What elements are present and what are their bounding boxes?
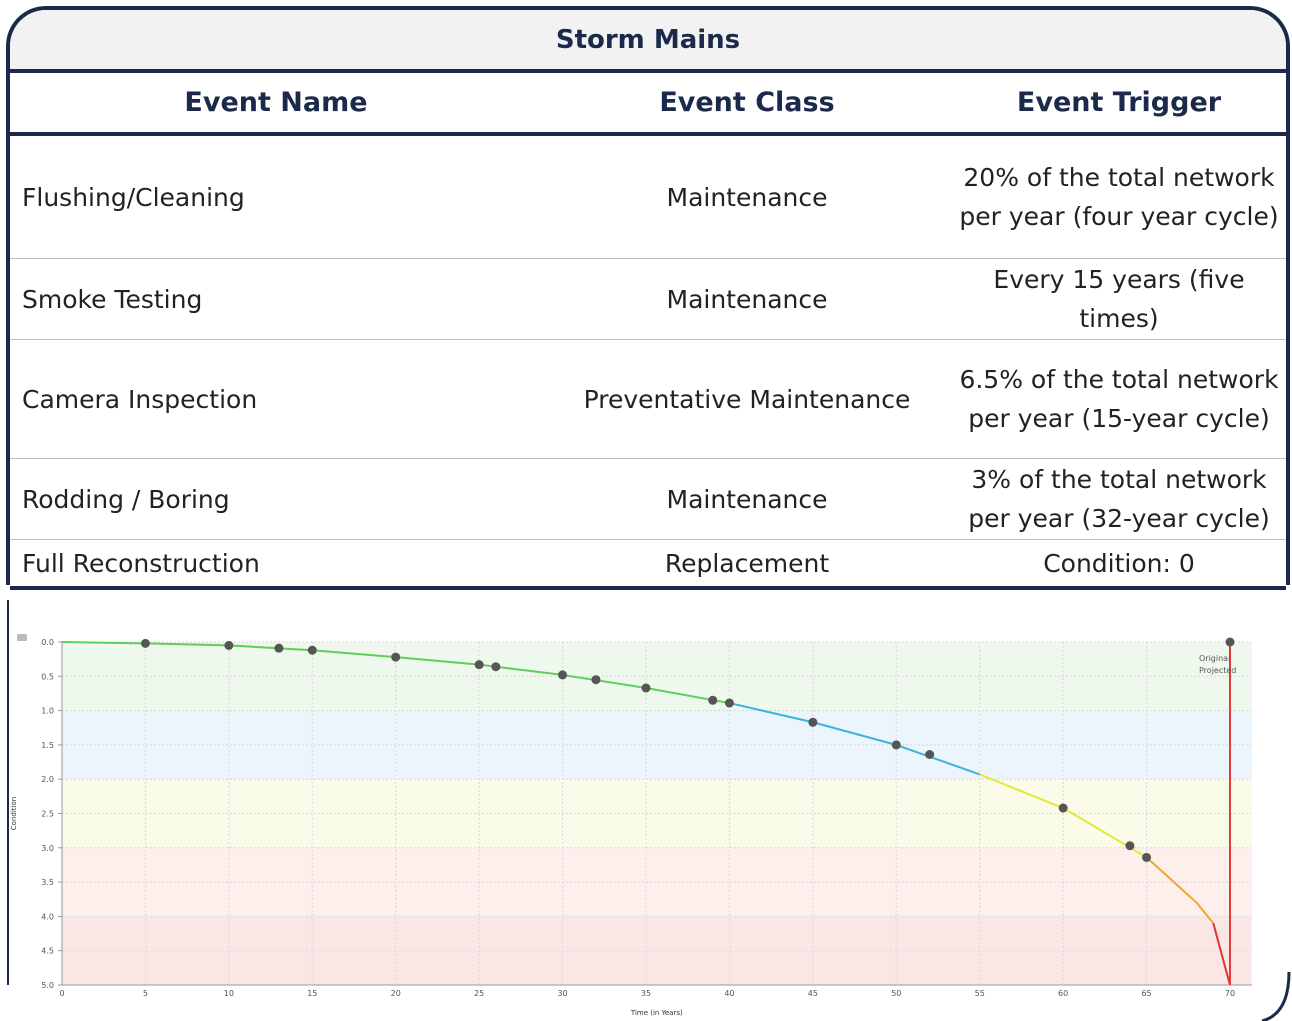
table: Storm Mains Event Name Event Class Event T… [6, 6, 1290, 590]
event-point [808, 717, 818, 727]
x-tick-label: 35 [641, 989, 651, 998]
curve-segment [1212, 922, 1231, 986]
curve-segment [228, 644, 313, 652]
curve-segment [895, 743, 981, 776]
event-point [708, 695, 718, 705]
table-body: Event Name Event Class Event Trigger Flushi… [10, 73, 1286, 590]
curve-segment [979, 773, 1064, 809]
x-tick-label: 5 [143, 989, 148, 998]
y-tick-label: 5.0 [41, 981, 54, 990]
x-tick-label: 60 [1058, 989, 1068, 998]
event-point [925, 750, 935, 760]
frame-corner [1261, 971, 1291, 1021]
table-row: Smoke Testing Maintenance Every 15 years (… [10, 259, 1286, 340]
x-tick-label: 55 [975, 989, 985, 998]
event-point [591, 675, 601, 685]
table-title: Storm Mains [10, 10, 1286, 73]
event-point [474, 660, 484, 670]
table-cell: Maintenance [666, 284, 828, 314]
y-tick-label: 0.0 [41, 638, 54, 647]
table-cell: Preventative Maintenance [583, 384, 911, 414]
table-row: Full Reconstruction Replacement Condition:… [10, 540, 1286, 590]
curve-segment [812, 721, 897, 746]
event-point [1058, 803, 1068, 813]
x-tick-label: 65 [1141, 989, 1151, 998]
curve-segment [1195, 902, 1215, 924]
event-point [491, 662, 501, 672]
event-point [891, 740, 901, 750]
event-point [558, 670, 568, 680]
band [62, 916, 1252, 985]
table-row: Flushing/Cleaning Maintenance 20% of the t… [10, 136, 1286, 259]
band [62, 710, 1252, 780]
curve-segment [312, 649, 396, 659]
event-point [1142, 852, 1152, 862]
column-header: Event Class [659, 87, 835, 118]
event-point [1225, 637, 1235, 647]
table-cell: 6.5% of the total network per year (15-y… [959, 365, 1279, 433]
event-point [274, 643, 284, 653]
table-cell: Maintenance [666, 182, 828, 212]
y-axis-label: Condition [10, 797, 18, 830]
curve-segment [145, 642, 229, 647]
chart: 0.0 0.5 1.0 1.5 2.0 2.5 3.0 3.5 4.0 4.5 5.0 0 5 10 15 2… [7, 600, 1291, 1021]
camera-icon [17, 634, 27, 641]
table-cell: Camera Inspection [22, 384, 258, 414]
curve-segment [395, 656, 480, 666]
curve-segment [1145, 856, 1198, 904]
table-cell: Rodding / Boring [22, 484, 230, 514]
x-axis-label: Time (in Years) [630, 1009, 683, 1017]
event-point [140, 638, 150, 648]
y-tick-label: 3.5 [41, 878, 54, 887]
x-tick-label: 50 [891, 989, 901, 998]
table-cell: Smoke Testing [22, 284, 203, 314]
y-tick-label: 4.0 [41, 912, 54, 921]
band [62, 779, 1252, 848]
y-tick-label: 2.0 [41, 775, 54, 784]
event-point [724, 698, 734, 708]
x-tick-label: 0 [59, 989, 64, 998]
x-tick-label: 40 [724, 989, 734, 998]
y-tick-label: 1.0 [41, 707, 54, 716]
event-point [1125, 841, 1135, 851]
curve-segment [61, 641, 146, 645]
table-row: Camera Inspection Preventative Maintenanc… [10, 340, 1286, 459]
table-cell: Full Reconstruction [22, 548, 260, 578]
table-cell: Condition: 0 [1043, 548, 1195, 578]
table-cell: Replacement [664, 548, 830, 578]
curve-segment [562, 673, 647, 689]
table-row: Rodding / Boring Maintenance 3% of the tot… [10, 459, 1286, 540]
x-tick-label: 45 [808, 989, 818, 998]
event-point [391, 652, 401, 662]
band [62, 642, 1252, 711]
y-tick-label: 2.5 [41, 810, 54, 819]
x-tick-label: 15 [307, 989, 317, 998]
y-tick-label: 4.5 [41, 947, 54, 956]
event-point [307, 645, 317, 655]
y-tick-label: 1.5 [41, 741, 54, 750]
event-point [224, 640, 234, 650]
table-cell: 20% of the total network per year (four … [959, 163, 1279, 231]
table-cell: Maintenance [666, 484, 828, 514]
x-tick-label: 30 [557, 989, 567, 998]
table-cell: Flushing/Cleaning [22, 182, 245, 212]
table-cell: 3% of the total network per year (32-yea… [968, 465, 1270, 533]
x-tick-label: 10 [224, 989, 234, 998]
column-header: Event Trigger [1016, 87, 1222, 118]
column-header: Event Name [184, 87, 368, 118]
event-point [641, 683, 651, 693]
x-tick-label: 25 [474, 989, 484, 998]
annotation: Projected [1199, 666, 1236, 675]
y-tick-label: 3.0 [41, 844, 54, 853]
y-tick-label: 0.5 [41, 672, 54, 681]
x-tick-label: 70 [1225, 989, 1235, 998]
band [62, 847, 1252, 917]
x-tick-label: 20 [391, 989, 401, 998]
annotation: Original [1199, 654, 1230, 663]
header-row: Event Name Event Class Event Trigger [10, 73, 1286, 136]
curve-segment [729, 702, 814, 724]
table-cell: Every 15 years (five times) [993, 265, 1245, 333]
